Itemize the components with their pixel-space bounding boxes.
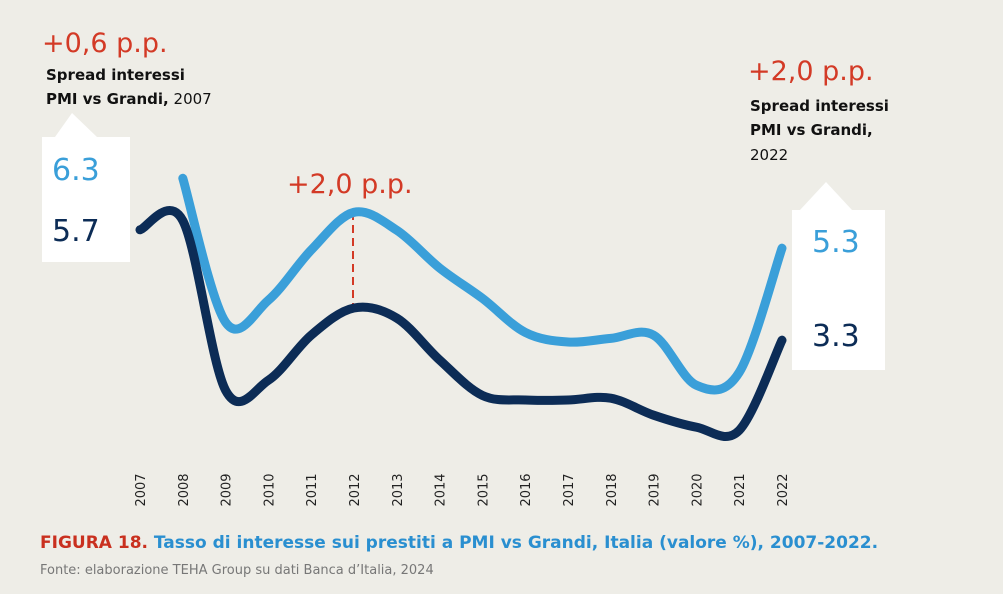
annotation: Spread interessi	[750, 97, 889, 115]
annotation: 2007	[174, 90, 212, 108]
x-tick-label: 2008	[177, 473, 192, 506]
figure-label: FIGURA 18.	[40, 533, 148, 553]
value-label: 6.3	[52, 153, 100, 188]
annotation: Spread interessi	[46, 66, 185, 84]
x-tick-label: 2021	[733, 473, 748, 506]
x-tick-label: 2007	[134, 473, 149, 506]
value-label: 5.3	[812, 225, 860, 260]
x-tick-label: 2013	[391, 473, 406, 506]
callout-box	[792, 182, 885, 370]
x-tick-label: 2019	[648, 473, 663, 506]
annotation: PMI vs Grandi,	[46, 90, 169, 108]
x-tick-label: 2015	[476, 473, 491, 506]
x-tick-label: 2014	[434, 473, 449, 506]
annotation: +0,6 p.p.	[42, 28, 168, 59]
x-tick-label: 2017	[562, 473, 577, 506]
annotation: 2022	[750, 146, 788, 164]
annotation: PMI vs Grandi, 2007	[46, 90, 212, 108]
annotation: PMI vs Grandi,	[750, 121, 873, 139]
x-tick-label: 2020	[690, 473, 705, 506]
value-label: 3.3	[812, 319, 860, 354]
line	[135, 206, 787, 441]
x-tick-label: 2018	[605, 473, 620, 506]
value-label: 5.7	[52, 214, 100, 249]
x-tick-label: 2010	[262, 473, 277, 506]
line	[178, 173, 787, 395]
x-tick-label: 2012	[348, 473, 363, 506]
callout-box	[42, 113, 130, 262]
x-tick-label: 2011	[305, 473, 320, 506]
annotation: +2,0 p.p.	[748, 56, 874, 87]
source: Fonte: elaborazione TEHA Group su dati B…	[40, 563, 434, 578]
annotation: +2,0 p.p.	[287, 169, 413, 200]
x-tick-label: 2022	[776, 473, 791, 506]
caption: FIGURA 18. Tasso di interesse sui presti…	[40, 533, 878, 553]
x-tick-label: 2016	[519, 473, 534, 506]
x-tick-label: 2009	[220, 473, 235, 506]
chart-title: Tasso di interesse sui prestiti a PMI vs…	[154, 533, 878, 553]
